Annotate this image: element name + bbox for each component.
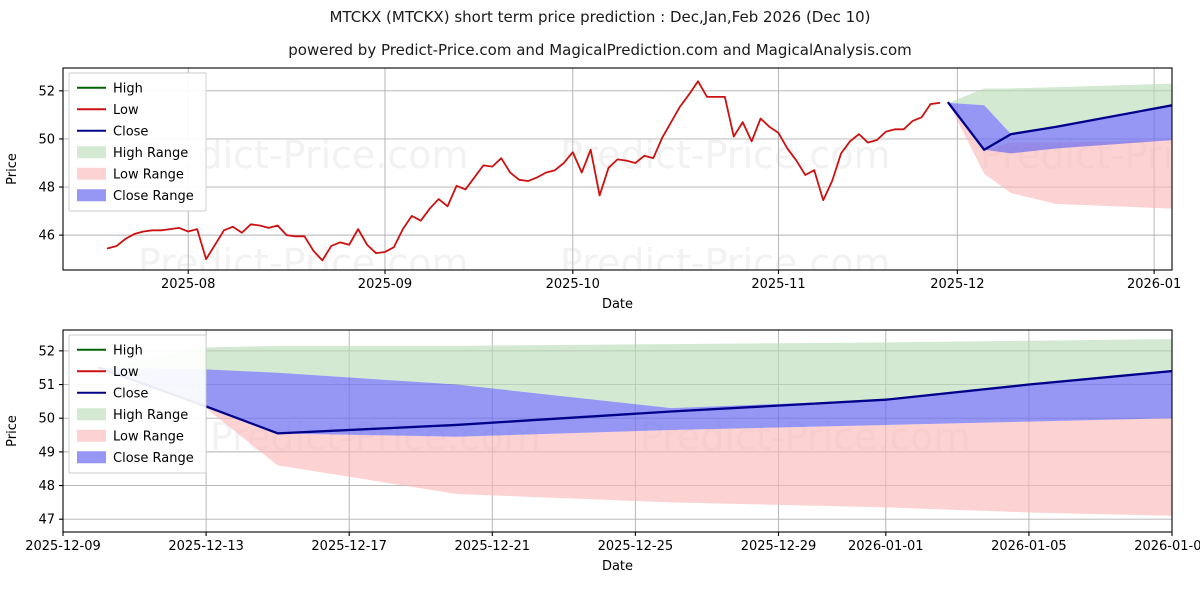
legend-item-label: Low xyxy=(113,365,139,380)
page-subtitle: powered by Predict-Price.com and Magical… xyxy=(288,41,912,59)
ytick-label: 50 xyxy=(38,412,55,427)
plot-border xyxy=(62,67,1173,271)
ytick-label: 48 xyxy=(38,479,55,494)
chart-legend[interactable]: High Low Close High Range Low Range Close Ran… xyxy=(68,72,207,212)
legend-item-label: Close xyxy=(113,386,148,401)
xtick-label: 2026-01-01 xyxy=(848,539,924,554)
legend-item-label: Low Range xyxy=(113,429,184,444)
legend-item-label: High Range xyxy=(113,408,188,423)
legend-patch-swatch xyxy=(77,167,106,180)
xtick-label: 2025-11 xyxy=(751,277,805,292)
xtick-label: 2025-08 xyxy=(161,277,215,292)
ytick-label: 46 xyxy=(38,229,55,244)
series-group xyxy=(106,80,1172,262)
ytick-label: 50 xyxy=(38,132,55,147)
ytick-label: 49 xyxy=(38,445,55,460)
axis-ticks: 46 48 50 52 2025-08 2025-09 2025-10 2025-11 2025… xyxy=(38,84,1181,292)
xtick-label: 2025-09 xyxy=(358,277,412,292)
band-close_range xyxy=(948,102,1172,154)
series-line-close xyxy=(97,366,1172,435)
legend-item-label: High xyxy=(113,81,143,96)
xtick-label: 2025-12-25 xyxy=(598,539,674,554)
xtick-label: 2025-12-21 xyxy=(455,539,531,554)
legend-patch-swatch xyxy=(77,451,106,464)
ytick-label: 51 xyxy=(38,378,55,393)
band-low_range xyxy=(948,102,1172,209)
ytick-label: 47 xyxy=(38,513,55,528)
legend-item-close-range[interactable]: Close Range xyxy=(77,451,194,466)
x-axis-label: Date xyxy=(602,297,633,308)
band-high_range xyxy=(98,339,1172,409)
page-title: MTCKX (MTCKX) short term price predictio… xyxy=(329,8,871,26)
legend-item-close[interactable]: Close xyxy=(77,386,148,401)
xtick-label: 2025-12-17 xyxy=(311,539,387,554)
watermark-text: Predict-Price.com xyxy=(560,241,891,285)
ytick-label: 52 xyxy=(38,84,55,99)
legend-item-label: Close Range xyxy=(113,451,194,466)
series-line-low xyxy=(106,80,941,262)
forecast-detail-chart: Predict-Price.comPredict-Price.com474849… xyxy=(5,329,1200,574)
legend-patch-swatch xyxy=(77,408,106,421)
legend-item-label: Close xyxy=(113,124,148,139)
axis-ticks: 47 48 49 50 51 52 2025-12-09 2025-12-13 2025-12-… xyxy=(25,344,1200,554)
xtick-label: 2026-01-05 xyxy=(991,539,1067,554)
xtick-label: 2025-12-29 xyxy=(741,539,817,554)
legend-item-high-range[interactable]: High Range xyxy=(77,408,188,423)
xtick-label: 2025-12-13 xyxy=(168,539,244,554)
legend-item-low-range[interactable]: Low Range xyxy=(77,429,184,444)
legend-item-label: Close Range xyxy=(113,189,194,204)
legend-item-low[interactable]: Low xyxy=(77,103,139,118)
legend-patch-swatch xyxy=(77,429,106,442)
legend-item-label: High xyxy=(113,343,143,358)
xtick-label: 2025-12 xyxy=(930,277,984,292)
x-axis-label: Date xyxy=(602,559,633,574)
legend-item-close[interactable]: Close xyxy=(77,124,148,139)
series-group xyxy=(97,366,1172,435)
xtick-label: 2026-01-09 xyxy=(1134,539,1200,554)
legend-item-label: Low Range xyxy=(113,167,184,182)
chart-legend[interactable]: High Low Close High Range Low Range Close Ran… xyxy=(68,334,207,474)
legend-item-low-range[interactable]: Low Range xyxy=(77,167,184,182)
overview-chart: Predict-Price.com Predict-Price.comPredic… xyxy=(5,67,1181,308)
legend-patch-swatch xyxy=(77,189,106,202)
xtick-label: 2025-12-09 xyxy=(25,539,101,554)
ytick-label: 52 xyxy=(38,344,55,359)
legend-item-close-range[interactable]: Close Range xyxy=(77,189,194,204)
y-axis-label: Price xyxy=(5,415,20,447)
series-line-close xyxy=(947,101,1172,151)
band-close_range xyxy=(98,367,1172,437)
legend-patch-swatch xyxy=(77,146,106,159)
legend-item-low[interactable]: Low xyxy=(77,365,139,380)
ytick-label: 48 xyxy=(38,181,55,196)
watermark-text: Predict-Price.com xyxy=(138,241,469,285)
band-group xyxy=(948,83,1172,209)
band-low_range xyxy=(98,367,1172,516)
xtick-label: 2026-01 xyxy=(1127,277,1181,292)
plot-border xyxy=(62,329,1173,533)
legend-item-high[interactable]: High xyxy=(77,81,143,96)
band-high_range xyxy=(948,83,1172,135)
legend-item-label: High Range xyxy=(113,146,188,161)
y-axis-label: Price xyxy=(5,153,20,185)
xtick-label: 2025-10 xyxy=(546,277,600,292)
band-group xyxy=(98,339,1172,516)
legend-item-high[interactable]: High xyxy=(77,343,143,358)
legend-item-label: Low xyxy=(113,103,139,118)
legend-item-high-range[interactable]: High Range xyxy=(77,146,188,161)
